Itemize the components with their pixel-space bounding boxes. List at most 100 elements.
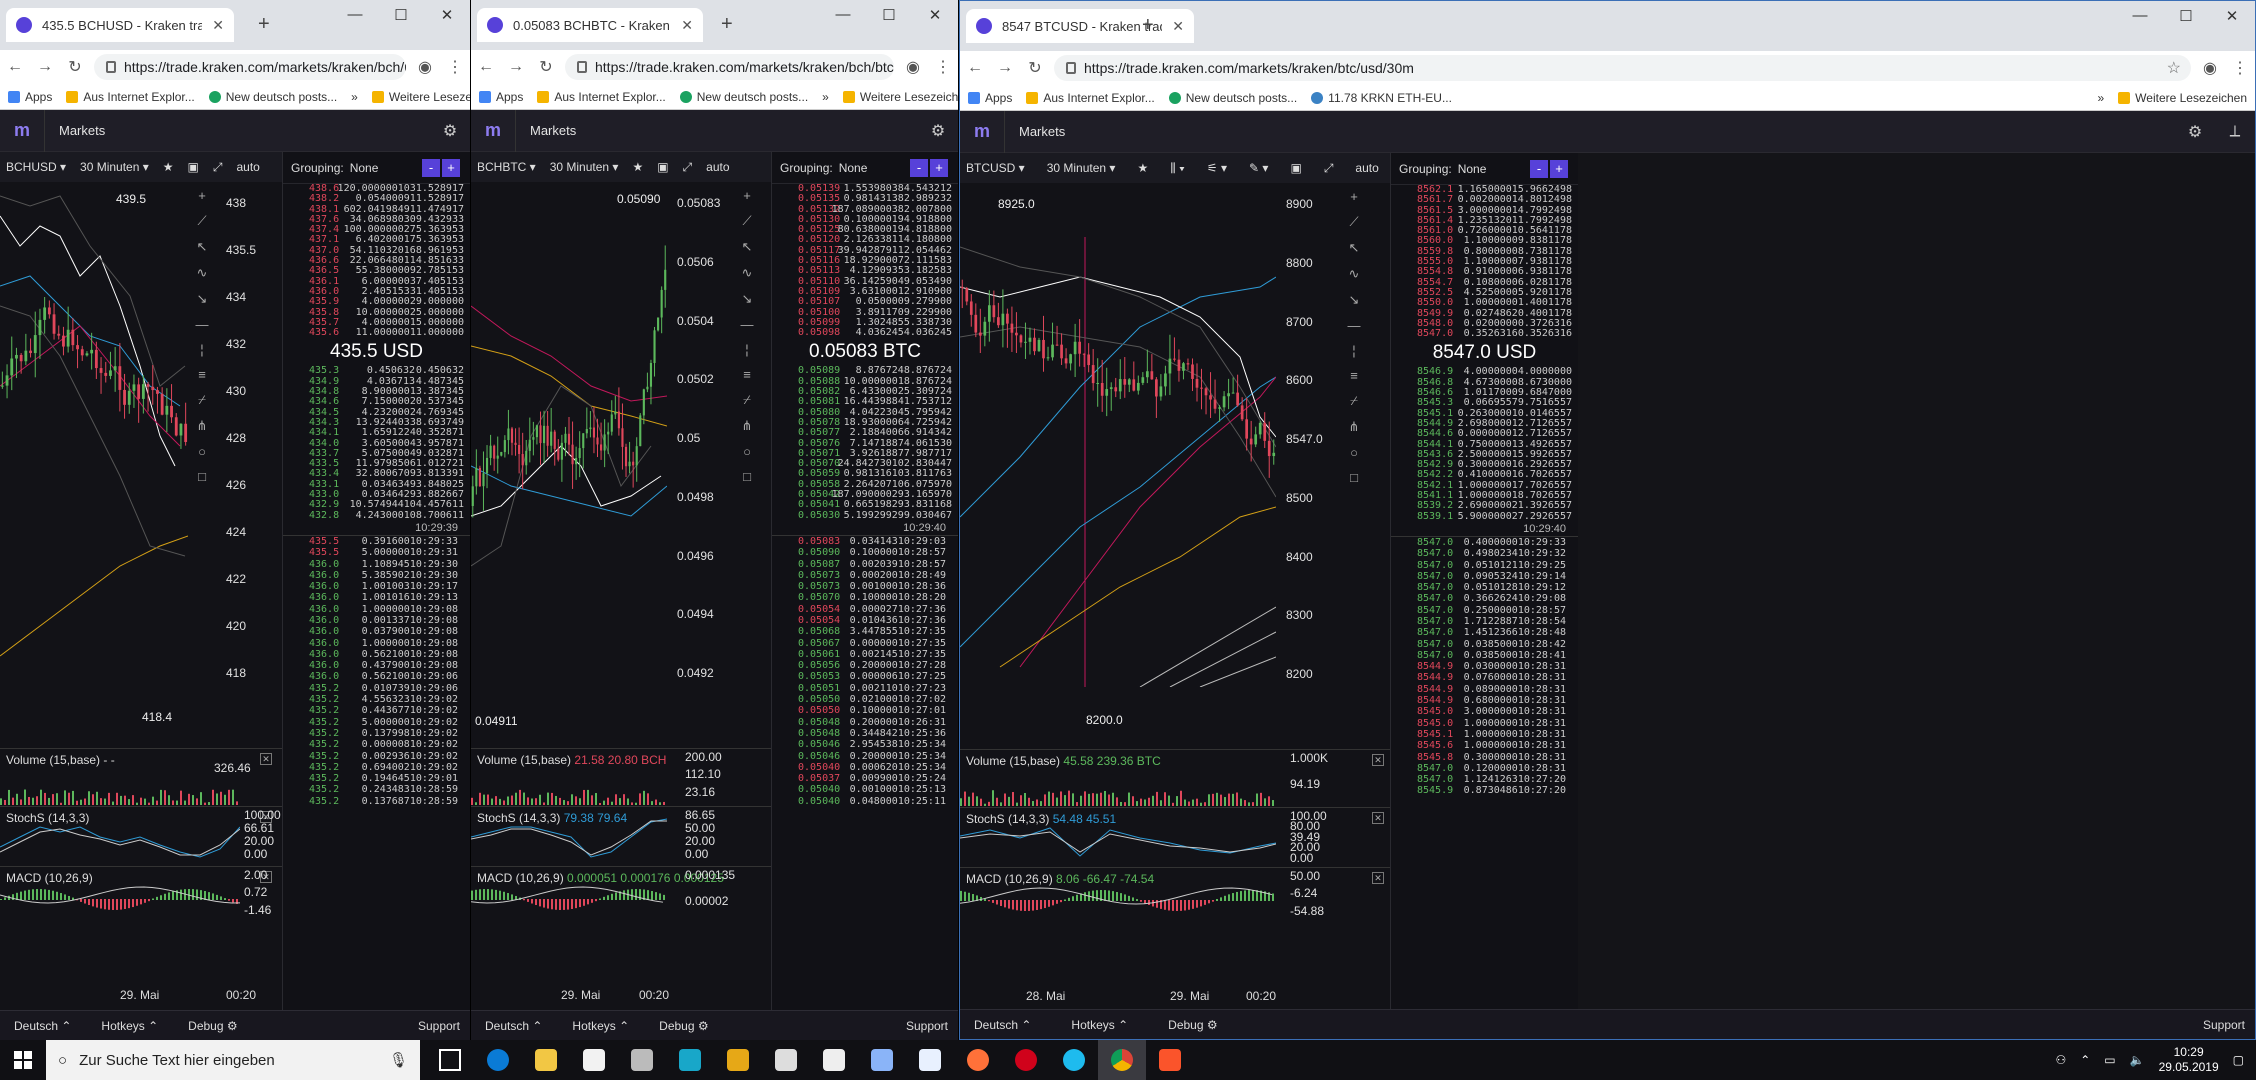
grouping-value[interactable]: None xyxy=(1457,161,1487,176)
price-chart[interactable] xyxy=(0,186,188,686)
bid-row[interactable]: 433.0 0.034642 93.882667 xyxy=(309,489,464,501)
bookmark-apps[interactable]: Apps xyxy=(479,90,523,104)
vline-tool-icon[interactable]: ¦ xyxy=(745,342,749,357)
gear-icon[interactable]: ⚙ xyxy=(930,122,946,140)
ask-row[interactable]: 8554.8 0.9100000 6.9381178 xyxy=(1417,266,1572,278)
close-indicator-icon[interactable]: ✕ xyxy=(260,753,272,765)
bid-row[interactable]: 8539.1 5.9000000 27.2926557 xyxy=(1417,510,1572,522)
volume-icon[interactable]: 🔈 xyxy=(2129,1053,2145,1067)
save-icon[interactable]: ▣ xyxy=(1290,161,1302,175)
close-indicator-icon[interactable]: ✕ xyxy=(260,871,272,883)
ask-row[interactable]: 8549.9 0.0274862 0.4001178 xyxy=(1417,307,1572,319)
circle-tool-icon[interactable]: ○ xyxy=(743,444,751,459)
bid-row[interactable]: 434.9 4.036713 4.487345 xyxy=(309,375,464,387)
ask-row[interactable]: 0.05135 0.981431 382.989232 xyxy=(798,193,952,205)
bid-row[interactable]: 433.4 32.800670 93.813391 xyxy=(309,468,464,480)
ask-row[interactable]: 8547.0 0.3526316 0.3526316 xyxy=(1417,328,1572,340)
reload-icon[interactable]: ↻ xyxy=(1028,60,1042,77)
ray-tool-icon[interactable]: ↖ xyxy=(196,239,208,254)
bookmark-apps[interactable]: Apps xyxy=(8,90,52,104)
ask-row[interactable]: 8562.1 1.1650000 15.9662498 xyxy=(1417,184,1572,195)
price-chart-svg[interactable] xyxy=(0,186,188,686)
interval-select[interactable]: 30 Minuten ▾ xyxy=(549,160,619,174)
bid-row[interactable]: 433.5 11.979850 61.012721 xyxy=(309,458,464,470)
pitchfork-tool-icon[interactable]: ⋔ xyxy=(1348,419,1360,434)
language-select[interactable]: Deutsch ⌃ xyxy=(974,1017,1032,1032)
rect-tool-icon[interactable]: □ xyxy=(198,469,206,484)
kraken-logo-icon[interactable]: m xyxy=(484,120,501,140)
ray-tool-icon[interactable]: ↖ xyxy=(741,239,753,254)
ask-row[interactable]: 0.05116 18.929000 72.111583 xyxy=(798,255,952,267)
browser-tab[interactable]: 8547 BTCUSD - Kraken trading ✕ xyxy=(966,9,1194,43)
ask-row[interactable]: 0.05100 3.891170 9.229900 xyxy=(798,306,952,318)
price-chart[interactable] xyxy=(960,187,1276,687)
calculator-icon[interactable] xyxy=(810,1040,858,1080)
close-window-icon[interactable]: ✕ xyxy=(440,7,454,24)
bid-row[interactable]: 434.3 13.924403 38.693749 xyxy=(309,416,464,428)
pair-select[interactable]: BTCUSD ▾ xyxy=(966,161,1025,175)
ask-row[interactable]: 8555.0 1.1000000 7.9381178 xyxy=(1417,256,1572,268)
bookmark-ie[interactable]: Aus Internet Explor... xyxy=(1026,91,1155,105)
bid-row[interactable]: 8539.2 2.6900000 21.3926557 xyxy=(1417,500,1572,512)
bid-row[interactable]: 0.05030 5.199299 299.030467 xyxy=(798,509,952,521)
crosshair-icon[interactable]: + xyxy=(198,188,206,203)
ask-row[interactable]: 437.4 100.000000 275.363953 xyxy=(309,224,464,236)
ask-row[interactable]: 0.05120 2.126338 114.180800 xyxy=(798,234,952,246)
chrome-icon[interactable] xyxy=(1098,1040,1146,1080)
taskbar-search[interactable]: ○ Zur Suche Text hier eingeben 🎙 xyxy=(46,1040,420,1080)
hotkeys-button[interactable]: Hotkeys ⌃ xyxy=(101,1018,159,1033)
ask-row[interactable]: 0.05130 0.100000 194.918800 xyxy=(798,213,952,225)
bid-row[interactable]: 433.7 5.075000 49.032871 xyxy=(309,447,464,459)
kraken-logo-icon[interactable]: m xyxy=(973,121,990,141)
bid-row[interactable]: 432.8 4.243000 108.700611 xyxy=(309,509,464,521)
line-tool-icon[interactable]: ⟋ xyxy=(197,213,207,228)
back-icon[interactable]: ← xyxy=(967,59,983,76)
ask-row[interactable]: 8550.0 1.0000000 1.4001178 xyxy=(1417,297,1572,309)
close-indicator-icon[interactable]: ✕ xyxy=(1372,812,1384,824)
bookmark-deutsch[interactable]: New deutsch posts... xyxy=(1168,91,1297,105)
vline-tool-icon[interactable]: ¦ xyxy=(1352,343,1356,358)
brave-icon[interactable] xyxy=(1146,1040,1194,1080)
paint-app-icon[interactable] xyxy=(714,1040,762,1080)
bid-row[interactable]: 0.05070 24.842730 102.830447 xyxy=(798,458,952,470)
bid-row[interactable]: 434.0 3.605000 43.957871 xyxy=(309,437,464,449)
curve-tool-icon[interactable]: ∿ xyxy=(741,265,753,280)
url-field[interactable]: https://trade.kraken.com/markets/kraken/… xyxy=(565,54,894,80)
url-field[interactable]: https://trade.kraken.com/markets/kraken/… xyxy=(94,54,406,80)
arrow-tool-icon[interactable]: ↘ xyxy=(741,291,753,306)
bid-row[interactable]: 0.05041 0.665198 293.831168 xyxy=(798,499,952,511)
pair-select[interactable]: BCHUSD ▾ xyxy=(6,160,67,174)
bid-row[interactable]: 435.3 0.450632 0.450632 xyxy=(309,365,464,377)
plus-button[interactable]: + xyxy=(1550,159,1568,178)
bid-row[interactable]: 434.8 8.900000 13.387345 xyxy=(309,386,464,398)
channel-tool-icon[interactable]: ≡ xyxy=(1350,368,1358,383)
save-icon[interactable]: ▣ xyxy=(657,160,669,174)
rect-tool-icon[interactable]: □ xyxy=(743,469,751,484)
ask-row[interactable]: 435.6 11.000000 11.000000 xyxy=(309,327,464,339)
forward-icon[interactable]: → xyxy=(508,58,524,75)
bid-row[interactable]: 8546.8 4.6730000 8.6730000 xyxy=(1417,376,1572,388)
plus-button[interactable]: + xyxy=(930,158,948,177)
bid-row[interactable]: 434.6 7.150000 20.537345 xyxy=(309,396,464,408)
line-tool-icon[interactable]: ⟋ xyxy=(742,213,752,228)
bookmark-ie[interactable]: Aus Internet Explor... xyxy=(66,90,195,104)
ask-row[interactable]: 8554.7 0.1080000 6.0281178 xyxy=(1417,276,1572,288)
interval-select[interactable]: 30 Minuten ▾ xyxy=(80,160,149,174)
pair-select[interactable]: BCHBTC ▾ xyxy=(477,160,536,174)
chevron-more-icon[interactable]: » xyxy=(2097,90,2105,105)
ask-row[interactable]: 8561.5 3.0000000 14.7992498 xyxy=(1417,204,1572,216)
ask-row[interactable]: 437.0 54.110320 168.961953 xyxy=(309,244,464,256)
ask-row[interactable]: 8548.0 0.0200000 0.3726316 xyxy=(1417,317,1572,329)
language-select[interactable]: Deutsch ⌃ xyxy=(485,1018,543,1033)
ask-row[interactable]: 0.05107 0.050000 9.279900 xyxy=(798,296,952,308)
interval-select[interactable]: 30 Minuten ▾ xyxy=(1046,161,1116,175)
bid-row[interactable]: 8542.1 1.0000000 17.7026557 xyxy=(1417,479,1572,491)
channel-tool-icon[interactable]: ≡ xyxy=(198,367,206,382)
profile-icon[interactable]: ◉ xyxy=(418,59,432,76)
bid-row[interactable]: 434.1 1.659122 40.352871 xyxy=(309,427,464,439)
favorite-star-icon[interactable]: ★ xyxy=(632,160,644,174)
reload-icon[interactable]: ↻ xyxy=(539,59,553,76)
ask-row[interactable]: 0.05110 36.142590 49.053490 xyxy=(798,275,952,287)
bid-row[interactable]: 8545.3 0.0669557 9.7516557 xyxy=(1417,397,1572,409)
ask-row[interactable]: 438.6 120.000000 1031.528917 xyxy=(309,183,464,194)
